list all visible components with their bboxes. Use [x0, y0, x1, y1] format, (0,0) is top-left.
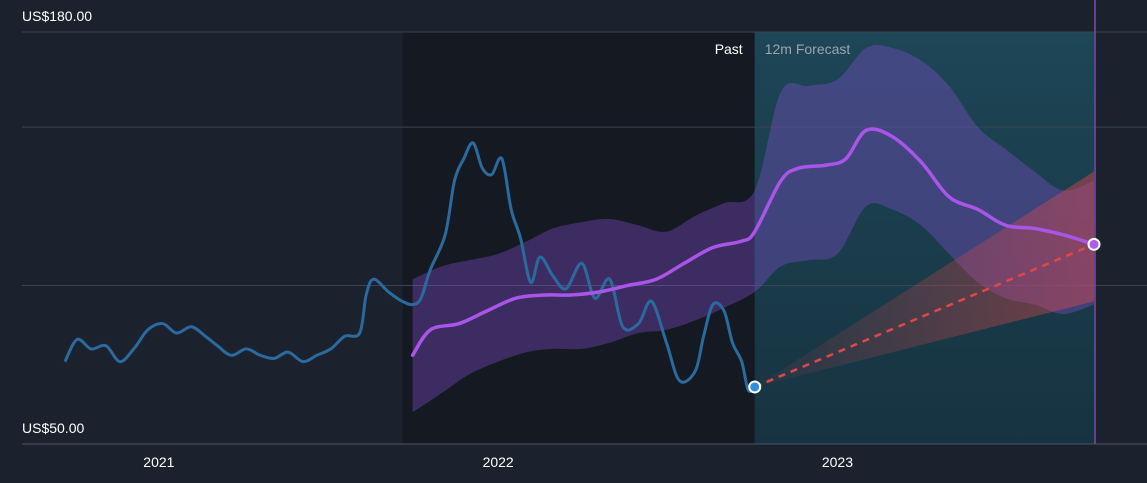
x-axis-tick-label: 2023 [822, 454, 853, 470]
x-axis-ticks: 2021 2022 2023 [143, 454, 853, 470]
y-axis-top-label: US$180.00 [22, 8, 92, 24]
target-price-marker [1087, 237, 1101, 251]
share-price-line [63, 141, 756, 393]
x-axis-tick-label: 2022 [483, 454, 514, 470]
y-axis-bottom-label: US$50.00 [22, 420, 84, 436]
forecast-median-line [410, 127, 1096, 358]
current-price-marker [748, 380, 762, 394]
x-axis-tick-label: 2021 [143, 454, 174, 470]
analyst-target-line [754, 243, 1095, 389]
past-region-shade [402, 32, 755, 444]
forecast-label: 12m Forecast [765, 41, 851, 57]
forecast-range-band [412, 44, 1094, 413]
past-label: Past [715, 41, 743, 57]
